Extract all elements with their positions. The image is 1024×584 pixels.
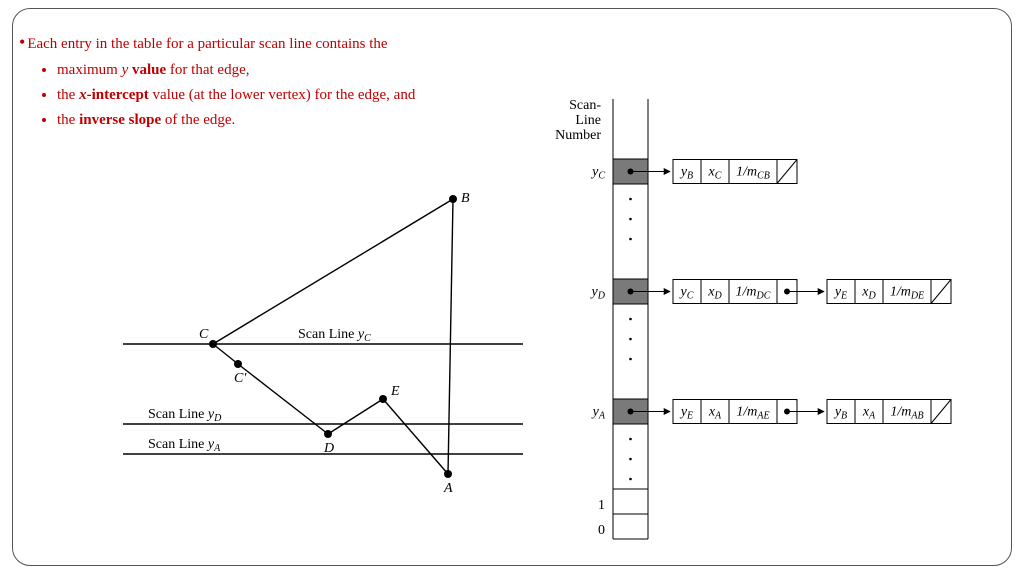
svg-text:E: E bbox=[390, 384, 400, 399]
svg-text:Scan-: Scan- bbox=[569, 98, 601, 113]
polygon-scanline-figure: Scan Line yC Scan Line yD Scan Line yA B C C′… bbox=[83, 174, 543, 554]
intro-item-3: the inverse slope of the edge. bbox=[57, 109, 415, 132]
svg-text:Number: Number bbox=[555, 128, 601, 143]
svg-text:C: C bbox=[199, 327, 209, 342]
svg-text:C′: C′ bbox=[234, 371, 247, 386]
intro-text: •Each entry in the table for a particula… bbox=[19, 29, 415, 135]
svg-text:Scan Line yD: Scan Line yD bbox=[148, 407, 222, 424]
svg-text:Line: Line bbox=[575, 113, 601, 128]
svg-text:D: D bbox=[323, 441, 334, 456]
svg-text:yA: yA bbox=[591, 405, 606, 422]
intro-lead: Each entry in the table for a particular… bbox=[27, 36, 387, 52]
sorted-edge-table-figure: Scan-LineNumber10yCyBxC1/mCByDyCxD1/mDCy… bbox=[543, 89, 1012, 566]
svg-text:B: B bbox=[461, 191, 470, 206]
svg-text:yC: yC bbox=[590, 165, 605, 182]
intro-list: maximum y value for that edge, the x-int… bbox=[57, 59, 415, 133]
svg-text:1: 1 bbox=[598, 498, 605, 513]
intro-item-1: maximum y value for that edge, bbox=[57, 59, 415, 82]
svg-text:yD: yD bbox=[590, 285, 606, 302]
svg-text:A: A bbox=[443, 481, 453, 496]
svg-text:Scan Line yC: Scan Line yC bbox=[298, 327, 371, 344]
intro-item-2: the x-intercept value (at the lower vert… bbox=[57, 84, 415, 107]
svg-text:Scan Line yA: Scan Line yA bbox=[148, 437, 221, 454]
svg-text:0: 0 bbox=[598, 523, 605, 538]
